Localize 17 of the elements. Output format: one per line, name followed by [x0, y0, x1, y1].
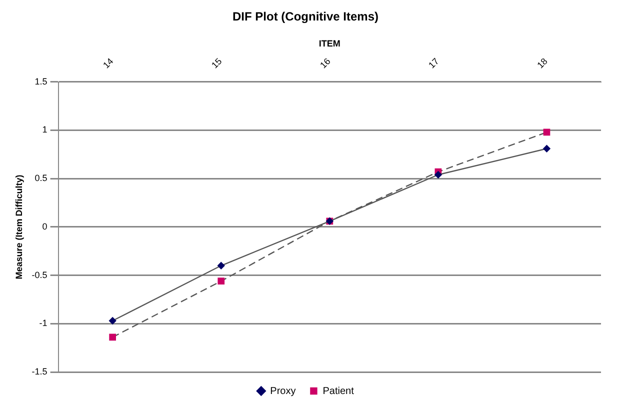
x-axis-title: ITEM — [318, 38, 340, 48]
y-tick-label: -1.5 — [32, 366, 48, 376]
legend-label: Patient — [322, 386, 354, 397]
y-tick-label: -1 — [39, 318, 48, 328]
x-tick-label: 17 — [426, 56, 441, 70]
y-tick-label: -0.5 — [32, 270, 48, 280]
x-tick-label: 16 — [318, 56, 332, 70]
chart-title: DIF Plot (Cognitive Items) — [232, 10, 379, 24]
x-tick-label: 14 — [101, 56, 116, 70]
y-tick-label: 1.5 — [34, 76, 48, 86]
y-tick-label: 0 — [42, 221, 48, 232]
y-tick-label: 1 — [42, 124, 48, 135]
y-tick-label: 0.5 — [34, 173, 48, 184]
legend-label: Proxy — [270, 386, 296, 397]
y-axis-title: Measure (Item Difficulty) — [14, 174, 24, 280]
x-tick-label: 15 — [210, 56, 224, 70]
x-tick-label: 18 — [535, 56, 550, 70]
